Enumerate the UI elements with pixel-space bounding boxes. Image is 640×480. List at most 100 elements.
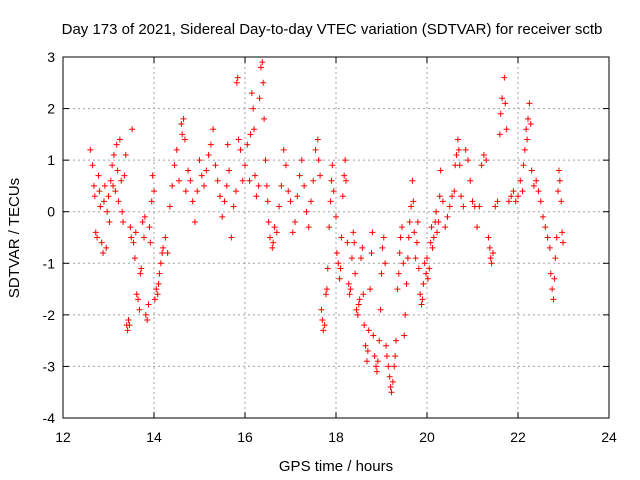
data-point (348, 255, 355, 262)
data-point (497, 110, 504, 117)
data-point (370, 332, 377, 339)
data-point (492, 203, 499, 210)
y-tick-label: -4 (43, 410, 56, 426)
data-point (145, 301, 152, 308)
data-point (444, 213, 451, 220)
y-tick-label: -3 (43, 358, 56, 374)
data-point (100, 198, 107, 205)
data-point (182, 188, 189, 195)
data-point (256, 95, 263, 102)
data-point (369, 229, 376, 236)
data-point (358, 255, 365, 262)
data-point (387, 384, 394, 391)
data-point (371, 353, 378, 360)
data-point (148, 198, 155, 205)
data-point (335, 260, 342, 267)
data-point (310, 177, 317, 184)
data-point (154, 291, 161, 298)
data-point (451, 188, 458, 195)
data-point (439, 198, 446, 205)
data-point (480, 151, 487, 158)
data-point (523, 126, 530, 133)
data-point (378, 270, 385, 277)
data-point (412, 255, 419, 262)
x-axis-label: GPS time / hours (279, 458, 393, 475)
data-point (333, 213, 339, 220)
data-point (260, 79, 267, 86)
data-point (328, 177, 335, 184)
data-point (91, 193, 98, 200)
data-point (476, 203, 483, 210)
data-point (454, 136, 461, 143)
data-point (474, 224, 481, 231)
data-point (280, 146, 287, 153)
data-point (242, 162, 248, 169)
data-point (486, 244, 493, 251)
data-point (181, 136, 188, 143)
data-point (521, 146, 528, 153)
data-point (552, 255, 559, 262)
data-point (120, 219, 127, 226)
data-point (233, 79, 240, 86)
data-point (298, 157, 305, 164)
data-point (330, 188, 337, 195)
data-point (119, 208, 126, 215)
data-point (180, 115, 187, 122)
data-point (278, 182, 285, 189)
data-point (469, 198, 476, 205)
x-tick-label: 16 (237, 429, 253, 445)
data-point (361, 322, 368, 329)
data-point (178, 121, 185, 128)
data-point (109, 162, 116, 169)
data-point (110, 151, 117, 158)
data-point (250, 105, 257, 112)
data-point (405, 234, 412, 241)
data-point (379, 244, 386, 251)
data-point (232, 188, 239, 195)
data-point (460, 203, 467, 210)
data-point (420, 280, 427, 287)
data-point (307, 198, 314, 205)
data-point (138, 265, 145, 272)
data-point (87, 146, 94, 153)
data-point (142, 311, 149, 318)
data-point (380, 234, 387, 241)
data-point (402, 311, 409, 318)
data-point (388, 389, 395, 396)
data-point (156, 270, 163, 277)
data-point (110, 182, 117, 189)
data-point (413, 239, 420, 246)
data-point (321, 322, 328, 329)
data-point (187, 177, 194, 184)
data-point (235, 136, 242, 143)
data-point (122, 151, 129, 158)
data-point (303, 208, 310, 215)
data-point (382, 260, 389, 267)
data-point (478, 162, 485, 169)
data-point (305, 224, 312, 231)
x-tick-label: 12 (55, 429, 71, 445)
data-point (558, 198, 565, 205)
data-point (364, 347, 371, 354)
data-point (339, 193, 346, 200)
data-point (409, 177, 416, 184)
data-point (489, 249, 496, 256)
data-point (230, 203, 237, 210)
data-point (551, 275, 558, 282)
data-point (127, 224, 134, 231)
data-point (395, 270, 402, 277)
data-point (363, 358, 370, 365)
data-point (155, 280, 162, 287)
data-point (153, 286, 160, 293)
data-point (467, 177, 474, 184)
data-point (418, 301, 425, 308)
data-point (464, 157, 471, 164)
data-point (352, 270, 359, 277)
data-point (317, 172, 324, 179)
data-point (191, 219, 198, 226)
data-point (292, 219, 299, 226)
data-point (128, 234, 135, 241)
data-point (265, 219, 272, 226)
data-point (453, 151, 460, 158)
